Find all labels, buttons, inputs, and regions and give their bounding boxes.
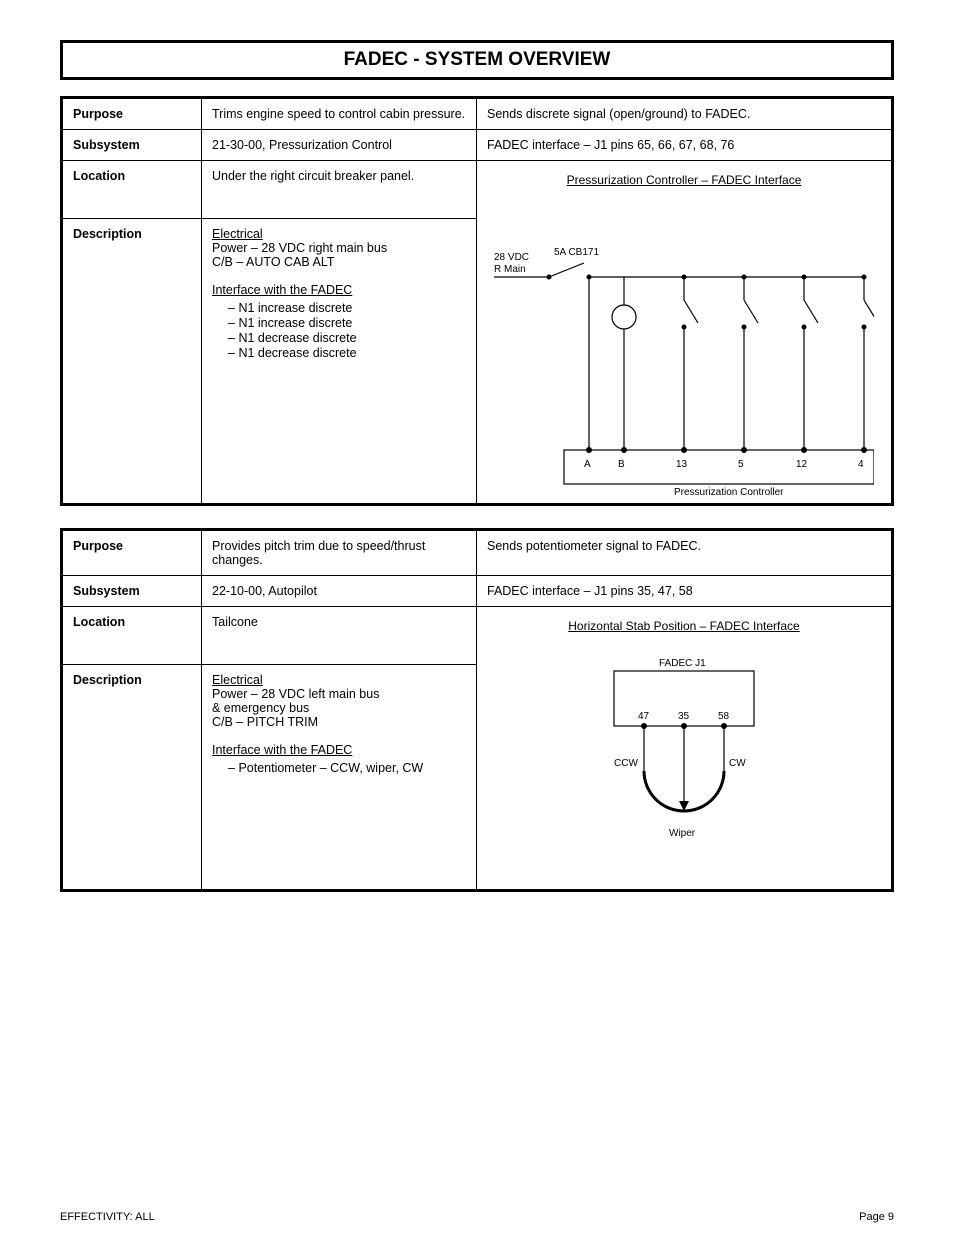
t1-purpose-label: Purpose xyxy=(62,98,202,130)
cb-label: 5A CB171 xyxy=(554,247,599,258)
t1-purpose-mid: Trims engine speed to control cabin pres… xyxy=(202,98,477,130)
t2-loc-label: Location xyxy=(62,607,202,665)
pressurization-diagram: 28 VDC R Main 5A CB171 xyxy=(494,205,874,495)
t1-if-1: N1 increase discrete xyxy=(228,301,466,315)
t1-purpose-right: Sends discrete signal (open/ground) to F… xyxy=(477,98,893,130)
branch-2 xyxy=(742,275,759,451)
t1-elec-h: Electrical xyxy=(212,227,263,241)
supply-label-1: 28 VDC xyxy=(494,252,529,263)
page-title: FADEC - SYSTEM OVERVIEW xyxy=(60,40,894,80)
t2-desc-body: Electrical Power – 28 VDC left main bus … xyxy=(202,664,477,890)
t1-if-4: N1 decrease discrete xyxy=(228,346,466,360)
t2-purpose-mid: Provides pitch trim due to speed/thrust … xyxy=(202,530,477,576)
branch-1 xyxy=(682,275,699,451)
t1-subsys-mid: 21-30-00, Pressurization Control xyxy=(202,130,477,161)
t2-purpose-right: Sends potentiometer signal to FADEC. xyxy=(477,530,893,576)
t1-loc-label: Location xyxy=(62,161,202,219)
t2-if-h: Interface with the FADEC xyxy=(212,743,352,757)
t2-elec-h: Electrical xyxy=(212,673,263,687)
term-A: A xyxy=(584,459,591,470)
t2-if-1: Potentiometer – CCW, wiper, CW xyxy=(228,761,466,775)
t1-elec-1: Power – 28 VDC right main bus xyxy=(212,241,387,255)
pin-47: 47 xyxy=(638,711,650,722)
module-label-2: FADEC J1 xyxy=(659,658,706,669)
term-4: 4 xyxy=(858,459,864,470)
branch-4 xyxy=(862,275,875,451)
pin-35: 35 xyxy=(678,711,690,722)
term-B: B xyxy=(618,459,625,470)
t1-diagram-title: Pressurization Controller – FADEC Interf… xyxy=(487,173,881,187)
t2-if-list: Potentiometer – CCW, wiper, CW xyxy=(228,761,466,775)
term-5: 5 xyxy=(738,459,744,470)
t2-elec-1: Power – 28 VDC left main bus xyxy=(212,687,379,701)
t1-if-list: N1 increase discrete N1 increase discret… xyxy=(228,301,466,360)
t1-subsys-right: FADEC interface – J1 pins 65, 66, 67, 68… xyxy=(477,130,893,161)
t1-elec-2: C/B – AUTO CAB ALT xyxy=(212,255,335,269)
t2-subsys-right: FADEC interface – J1 pins 35, 47, 58 xyxy=(477,576,893,607)
cw-label: CW xyxy=(729,758,746,769)
t2-purpose-label: Purpose xyxy=(62,530,202,576)
t1-desc-body: Electrical Power – 28 VDC right main bus… xyxy=(202,219,477,505)
stab-position-diagram: FADEC J1 47 35 58 xyxy=(554,651,814,881)
t2-desc-label: Description xyxy=(62,664,202,890)
term-12: 12 xyxy=(796,459,808,470)
t2-diagram-title: Horizontal Stab Position – FADEC Interfa… xyxy=(487,619,881,633)
module-label-1: Pressurization Controller xyxy=(674,487,784,495)
t1-loc-mid: Under the right circuit breaker panel. xyxy=(202,161,477,219)
t2-elec-2: & emergency bus xyxy=(212,701,309,715)
table-stab-position: Purpose Provides pitch trim due to speed… xyxy=(60,528,894,892)
t2-subsys-label: Subsystem xyxy=(62,576,202,607)
wiper-label: Wiper xyxy=(669,828,696,839)
footer-right: Page 9 xyxy=(859,1211,894,1223)
term-13: 13 xyxy=(676,459,688,470)
footer-left: EFFECTIVITY: ALL xyxy=(60,1211,155,1223)
t1-diagram-cell: Pressurization Controller – FADEC Interf… xyxy=(477,161,893,505)
t2-diagram-cell: Horizontal Stab Position – FADEC Interfa… xyxy=(477,607,893,891)
t2-subsys-mid: 22-10-00, Autopilot xyxy=(202,576,477,607)
t2-elec-3: C/B – PITCH TRIM xyxy=(212,715,318,729)
table-pressurization: Purpose Trims engine speed to control ca… xyxy=(60,96,894,506)
t1-desc-label: Description xyxy=(62,219,202,505)
branch-3 xyxy=(802,275,819,451)
t1-if-2: N1 increase discrete xyxy=(228,316,466,330)
t1-subsys-label: Subsystem xyxy=(62,130,202,161)
pin-58: 58 xyxy=(718,711,730,722)
supply-label-2: R Main xyxy=(494,264,526,275)
t1-if-h: Interface with the FADEC xyxy=(212,283,352,297)
ccw-label: CCW xyxy=(614,758,638,769)
t1-if-3: N1 decrease discrete xyxy=(228,331,466,345)
t2-loc-mid: Tailcone xyxy=(202,607,477,665)
